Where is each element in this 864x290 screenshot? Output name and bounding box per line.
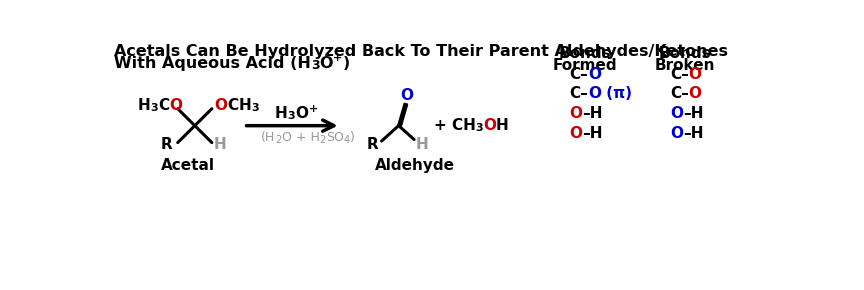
Text: O: O [670, 106, 683, 121]
Text: R: R [161, 137, 173, 152]
Text: 2: 2 [276, 135, 282, 144]
Text: O: O [689, 86, 702, 101]
Text: O + H: O + H [282, 131, 320, 144]
Text: H: H [137, 98, 150, 113]
Text: –H: –H [683, 126, 703, 141]
Text: O: O [169, 98, 182, 113]
Text: Aldehyde: Aldehyde [375, 158, 455, 173]
Text: 3: 3 [150, 103, 158, 113]
Text: 3: 3 [288, 111, 295, 121]
Text: H: H [496, 118, 509, 133]
Text: (π): (π) [601, 86, 632, 101]
Text: O: O [320, 56, 334, 71]
Text: H: H [275, 106, 288, 121]
Text: C–: C– [569, 86, 588, 101]
Text: –H: –H [582, 126, 602, 141]
Text: H: H [238, 98, 251, 113]
Text: C–: C– [670, 86, 689, 101]
Text: R: R [366, 137, 378, 152]
Text: O: O [569, 126, 582, 141]
Text: O: O [689, 67, 702, 82]
Text: + CH: + CH [434, 118, 475, 133]
Text: H: H [213, 137, 226, 152]
Text: O: O [295, 106, 308, 121]
Text: Acetal: Acetal [161, 158, 214, 173]
Text: C: C [158, 98, 169, 113]
Text: +: + [334, 52, 342, 63]
Text: With Aqueous Acid (H: With Aqueous Acid (H [114, 56, 311, 71]
Text: H: H [416, 137, 429, 152]
Text: 3: 3 [311, 59, 320, 72]
Text: C: C [227, 98, 238, 113]
Text: Bonds: Bonds [558, 46, 611, 61]
Text: –H: –H [683, 106, 703, 121]
Text: 2: 2 [320, 135, 326, 144]
Text: 3: 3 [251, 103, 258, 113]
Text: O: O [670, 126, 683, 141]
Text: C–: C– [569, 67, 588, 82]
Text: ): ) [350, 131, 354, 144]
Text: (H: (H [261, 131, 276, 144]
Text: Acetals Can Be Hydrolyzed Back To Their Parent Aldehydes/Ketones: Acetals Can Be Hydrolyzed Back To Their … [114, 44, 728, 59]
Text: 3: 3 [475, 123, 483, 133]
Text: 4: 4 [344, 135, 350, 144]
Text: Broken: Broken [655, 58, 715, 73]
Text: Formed: Formed [552, 58, 617, 73]
Text: Bonds: Bonds [659, 46, 712, 61]
Text: +: + [308, 104, 318, 115]
Text: SO: SO [326, 131, 344, 144]
Text: O: O [483, 118, 496, 133]
Text: O: O [400, 88, 413, 103]
Text: O: O [214, 98, 227, 113]
Text: C–: C– [670, 67, 689, 82]
Text: O: O [569, 106, 582, 121]
Text: ): ) [342, 56, 350, 71]
Text: O: O [588, 67, 601, 82]
Text: –H: –H [582, 106, 602, 121]
Text: O: O [588, 86, 601, 101]
